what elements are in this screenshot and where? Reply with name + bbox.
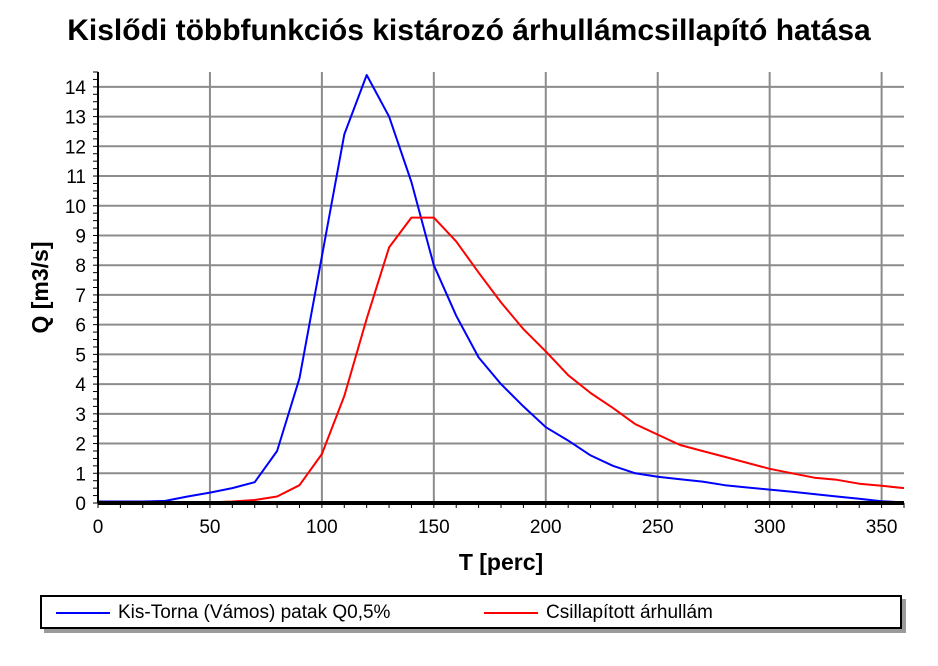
tick-labels: 0 50 100 150 200 250 300 3500123456789101112131… [65,78,898,538]
line-chart: 0 50 100 150 200 250 300 3500123456789101112131… [27,71,905,575]
legend-item-series-2: Csillapított árhullám [484,601,713,625]
legend-label: Kis-Torna (Vámos) patak Q0,5% [118,602,391,623]
x-tick-label: 150 [418,517,450,538]
x-tick-label: 350 [866,517,898,538]
y-tick-label: 1 [75,464,86,485]
y-tick-label: 5 [75,345,86,366]
y-tick-label: 13 [65,108,86,129]
chart-title: Kislődi többfunkciós kistározó árhullámc… [67,14,871,47]
y-tick-label: 14 [65,78,87,99]
x-tick-label: 50 [199,517,220,538]
y-tick-label: 6 [75,316,86,337]
legend-swatch-red [484,612,538,614]
legend-swatch-blue [56,612,110,614]
chart-legend: Kis-Torna (Vámos) patak Q0,5% Csillapíto… [40,595,902,629]
x-tick-label: 0 [93,517,104,538]
x-tick-label: 250 [642,517,674,538]
axes [93,71,905,508]
y-tick-label: 10 [65,197,86,218]
y-tick-label: 4 [75,375,86,396]
x-tick-label: 300 [754,517,786,538]
series-line-2 [97,216,905,504]
x-axis-title: T [perc] [459,549,543,575]
y-tick-label: 11 [66,167,86,188]
legend-item-series-1: Kis-Torna (Vámos) patak Q0,5% [56,601,390,625]
x-tick-label: 200 [530,517,562,538]
y-tick-label: 12 [65,137,86,158]
grid [98,72,904,503]
plot-area [98,72,904,503]
series-line-1 [98,74,905,504]
y-tick-label: 3 [75,405,86,426]
x-tick-label: 100 [306,517,338,538]
series-lines [97,74,905,504]
y-tick-label: 0 [75,494,86,515]
y-tick-label: 2 [75,435,86,456]
y-axis-title: Q [m3/s] [27,241,53,333]
y-tick-label: 8 [75,256,86,277]
y-tick-label: 7 [75,286,86,307]
y-tick-label: 9 [75,226,86,247]
legend-label: Csillapított árhullám [546,602,713,623]
